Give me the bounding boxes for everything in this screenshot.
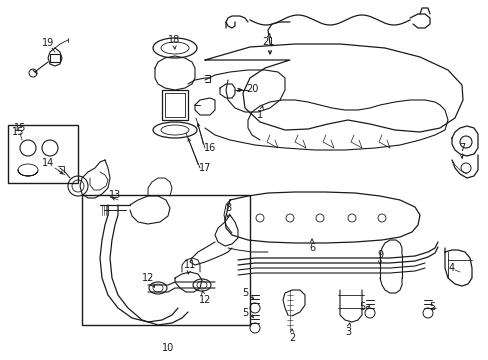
Text: 8: 8 — [224, 203, 231, 217]
Text: 20: 20 — [245, 84, 258, 94]
Text: 3: 3 — [344, 323, 350, 337]
Text: 19: 19 — [42, 38, 54, 48]
Bar — [8, 125, 78, 183]
Bar — [162, 90, 187, 120]
Text: 4: 4 — [448, 263, 454, 273]
Text: 5: 5 — [428, 302, 434, 312]
Text: 16: 16 — [203, 143, 216, 153]
Text: 5: 5 — [242, 288, 247, 298]
Text: 9: 9 — [376, 250, 382, 264]
Text: 18: 18 — [167, 35, 180, 49]
Text: 1: 1 — [256, 106, 263, 120]
Bar — [164, 93, 184, 117]
Text: 5: 5 — [358, 302, 365, 312]
Text: 7: 7 — [458, 143, 464, 153]
Text: 11: 11 — [183, 260, 196, 274]
Bar — [50, 54, 60, 62]
Text: 21: 21 — [261, 34, 274, 47]
Text: 12: 12 — [142, 273, 154, 287]
Text: 12: 12 — [199, 291, 211, 305]
Text: 6: 6 — [308, 239, 314, 253]
Text: 15: 15 — [14, 123, 26, 133]
Text: 10: 10 — [162, 343, 174, 353]
Bar — [82, 195, 249, 325]
Text: 15: 15 — [12, 127, 24, 137]
Text: 17: 17 — [199, 163, 211, 173]
Text: 5: 5 — [242, 308, 247, 318]
Text: 13: 13 — [109, 190, 121, 200]
Text: 14: 14 — [42, 158, 54, 168]
Text: 2: 2 — [288, 329, 295, 343]
